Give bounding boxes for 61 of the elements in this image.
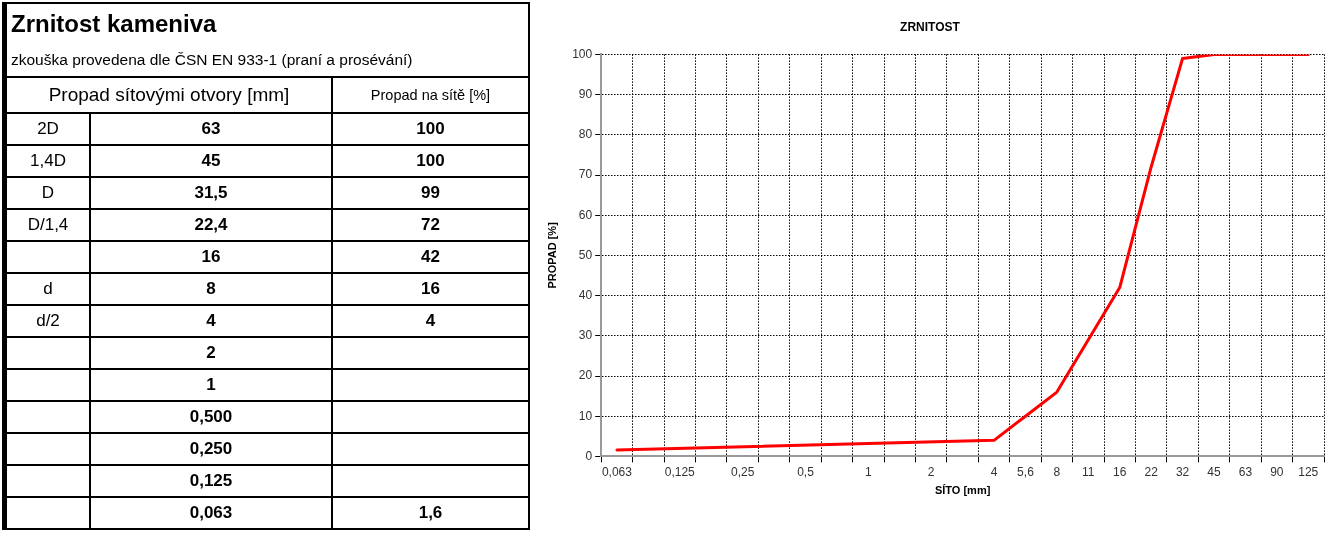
x-tick-label: 32 bbox=[1175, 464, 1190, 479]
y-tick-label: 0 bbox=[585, 448, 593, 463]
y-tick-label: 10 bbox=[578, 408, 593, 423]
x-tick-label: 0,063 bbox=[601, 464, 633, 479]
category-label: d/2 bbox=[36, 311, 60, 330]
text: 16 bbox=[421, 279, 440, 298]
x-tick-label: 16 bbox=[1113, 464, 1127, 479]
y-tick-label: 70 bbox=[578, 167, 593, 182]
text: 1,6 bbox=[418, 503, 443, 522]
category-label: 2D bbox=[37, 119, 59, 138]
text: 22,4 bbox=[194, 215, 228, 234]
text: 45 bbox=[201, 151, 221, 170]
text: 8 bbox=[206, 279, 216, 298]
x-tick-label: 90 bbox=[1270, 464, 1284, 479]
text: Zrnitost kameniva bbox=[4, 3, 529, 44]
text: 99 bbox=[421, 183, 440, 202]
y-tick-label: 80 bbox=[578, 127, 593, 142]
x-tick-label: 22 bbox=[1144, 464, 1159, 479]
text: 1 bbox=[206, 375, 216, 394]
x-tick-label: 4 bbox=[990, 464, 998, 479]
x-tick-label: 5,6 bbox=[1017, 464, 1035, 479]
x-tick-label: 63 bbox=[1238, 464, 1253, 479]
y-tick-label: 60 bbox=[578, 207, 593, 222]
y-tick-label: 40 bbox=[578, 287, 593, 302]
x-tick-label: 1 bbox=[864, 464, 872, 479]
y-tick-label: 50 bbox=[578, 247, 593, 262]
x-tick-label: 8 bbox=[1053, 464, 1061, 479]
category-label: 1,4D bbox=[30, 151, 66, 170]
x-tick-label: 0,5 bbox=[797, 464, 815, 479]
category-label: Propad sítovými otvory [mm] bbox=[4, 77, 332, 113]
y-axis-title: PROPAD [%] bbox=[545, 221, 558, 289]
chart-title: ZRNITOST bbox=[900, 19, 961, 34]
text: 100 bbox=[416, 119, 445, 138]
text: 72 bbox=[421, 215, 440, 234]
text: 100 bbox=[416, 151, 445, 170]
text: 0,063 bbox=[189, 503, 233, 522]
category-label: d bbox=[43, 279, 53, 298]
text: 31,5 bbox=[194, 183, 228, 202]
text: 63 bbox=[201, 119, 221, 138]
text: 4 bbox=[425, 311, 436, 330]
y-tick-label: 30 bbox=[578, 328, 593, 343]
y-tick-label: 100 bbox=[572, 46, 593, 61]
text: 0,250 bbox=[189, 439, 233, 458]
category-label: D bbox=[41, 183, 55, 202]
text: 4 bbox=[206, 311, 216, 330]
text: 2 bbox=[206, 343, 216, 362]
x-tick-label: 125 bbox=[1298, 464, 1319, 479]
x-tick-label: 0,25 bbox=[730, 464, 755, 479]
x-tick-label: 11 bbox=[1082, 464, 1095, 479]
x-tick-label: 0,125 bbox=[664, 464, 696, 479]
x-tick-label: 2 bbox=[927, 464, 935, 479]
category-label: Propad na sítě [%] bbox=[332, 77, 529, 113]
category-label: D/1,4 bbox=[27, 215, 69, 234]
x-tick-label: 45 bbox=[1207, 464, 1222, 479]
x-axis-title: SÍTO [mm] bbox=[934, 484, 991, 497]
text: zkouška provedena dle ČSN EN 933-1 (praní a prosévání) bbox=[4, 44, 529, 77]
y-tick-label: 90 bbox=[578, 86, 593, 101]
y-tick-label: 20 bbox=[578, 368, 593, 383]
text: 0,500 bbox=[189, 407, 233, 426]
text: 16 bbox=[201, 247, 221, 266]
text: 42 bbox=[421, 247, 440, 266]
